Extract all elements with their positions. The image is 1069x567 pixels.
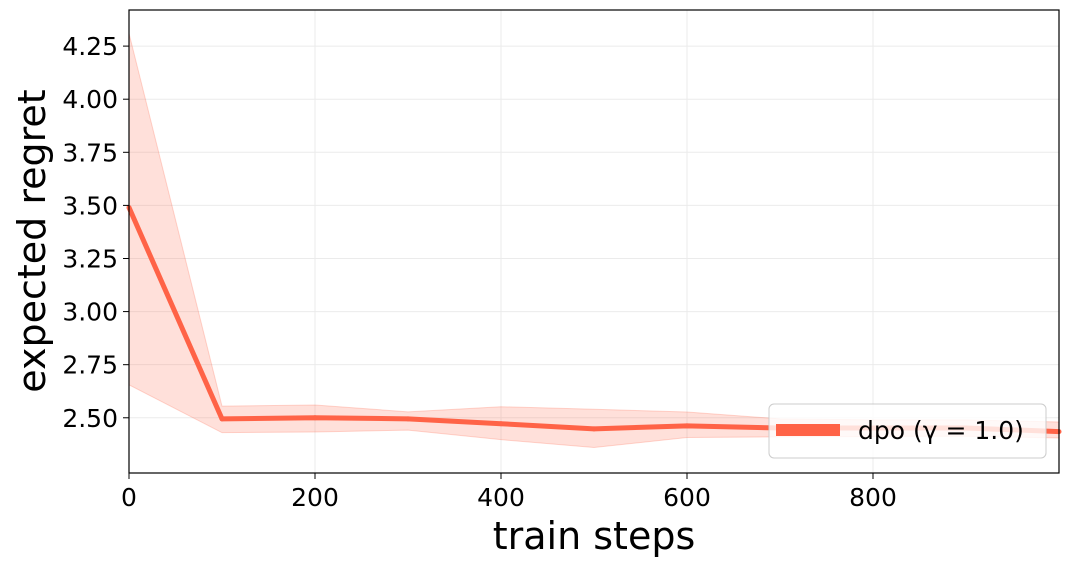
data-point bbox=[684, 423, 690, 429]
y-tick-label: 4.00 bbox=[62, 85, 118, 114]
y-tick-label: 3.00 bbox=[62, 298, 118, 327]
x-tick-label: 600 bbox=[663, 483, 711, 512]
y-axis: 2.50 2.75 3.00 3.25 3.50 3.75 4.00 4.25 bbox=[62, 32, 129, 433]
series-line bbox=[126, 206, 1060, 435]
legend-box bbox=[768, 403, 1047, 459]
x-tick-label: 400 bbox=[477, 483, 525, 512]
x-tick-label: 0 bbox=[121, 483, 137, 512]
y-tick-label: 3.75 bbox=[62, 138, 118, 167]
data-point bbox=[591, 426, 597, 432]
plot-frame bbox=[128, 9, 1060, 474]
x-tick-label: 800 bbox=[849, 483, 897, 512]
legend: dpo (γ = 1.0) bbox=[768, 403, 1047, 459]
y-axis-title: expected regret bbox=[10, 89, 54, 392]
confidence-band-layer bbox=[128, 33, 1060, 449]
legend-label: dpo (γ = 1.0) bbox=[858, 416, 1024, 445]
series-line-layer bbox=[126, 205, 1062, 435]
data-point bbox=[312, 415, 318, 421]
confidence-band bbox=[128, 33, 1060, 449]
y-tick-label: 3.25 bbox=[62, 244, 118, 273]
y-tick-label: 4.25 bbox=[62, 32, 118, 61]
x-tick-label: 200 bbox=[291, 483, 339, 512]
y-tick-label: 2.75 bbox=[62, 351, 118, 380]
data-point bbox=[219, 416, 225, 422]
y-tick-label: 2.50 bbox=[62, 404, 118, 433]
x-axis: 0 200 400 600 800 bbox=[121, 473, 897, 512]
y-tick-label: 3.50 bbox=[62, 191, 118, 220]
x-axis-title: train steps bbox=[493, 514, 696, 558]
data-point bbox=[405, 416, 411, 422]
data-point bbox=[498, 421, 504, 427]
